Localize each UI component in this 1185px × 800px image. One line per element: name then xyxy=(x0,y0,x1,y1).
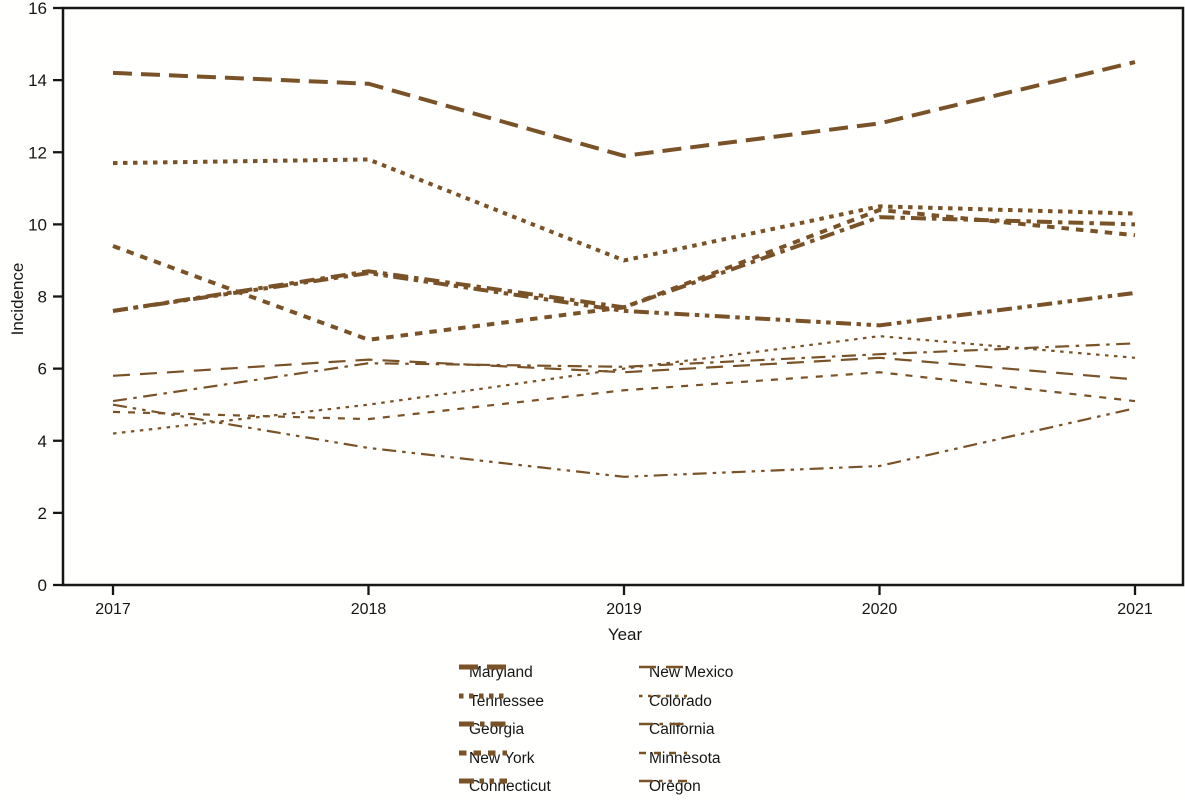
x-tick-label: 2017 xyxy=(95,601,131,618)
legend-label: Colorado xyxy=(649,692,712,710)
legend-item-maryland: Maryland xyxy=(458,660,533,686)
legend-item-colorado: Colorado xyxy=(638,689,712,715)
series-line-new-york xyxy=(112,207,1136,342)
x-tick-label: 2018 xyxy=(351,601,387,618)
legend-item-connecticut: Connecticut xyxy=(458,774,551,800)
y-tick-label: 8 xyxy=(38,288,47,307)
legend-line-sample xyxy=(639,751,687,755)
series-line-colorado xyxy=(112,335,1136,435)
legend-item-oregon: Oregon xyxy=(638,774,701,800)
y-tick-label: 0 xyxy=(38,576,47,595)
y-tick-label: 2 xyxy=(38,504,47,523)
series-line-georgia xyxy=(112,215,1136,313)
legend-item-new-york: New York xyxy=(458,746,534,772)
series-line-oregon xyxy=(112,403,1136,478)
legend-label: Minnesota xyxy=(649,749,721,767)
legend-line-sample xyxy=(459,750,507,756)
chart-legend: Maryland Tennessee Georgia New York Connecti… xyxy=(0,656,1185,800)
legend-label: Tennessee xyxy=(469,692,544,710)
legend-label: New York xyxy=(469,749,535,767)
legend-line-sample xyxy=(639,722,687,726)
legend-label: California xyxy=(649,721,715,739)
legend-item-georgia: Georgia xyxy=(458,717,524,743)
series-line-california xyxy=(112,342,1136,403)
legend-item-california: California xyxy=(638,717,714,743)
series-line-connecticut xyxy=(112,271,1136,328)
legend-line-sample xyxy=(459,721,507,727)
legend-line-sample xyxy=(639,665,687,669)
series-line-maryland xyxy=(112,60,1136,158)
legend-label: Maryland xyxy=(469,664,533,681)
x-tick-label: 2021 xyxy=(1117,601,1153,618)
legend-item-minnesota: Minnesota xyxy=(638,746,721,772)
y-tick-label: 4 xyxy=(38,432,47,451)
y-tick-label: 10 xyxy=(28,215,47,234)
y-tick-label: 12 xyxy=(28,143,47,162)
x-tick-label: 2019 xyxy=(606,601,642,618)
legend-line-sample xyxy=(459,693,507,699)
series-line-tennessee xyxy=(112,157,1136,263)
legend-item-tennessee: Tennessee xyxy=(458,689,544,715)
series-line-new-mexico xyxy=(112,356,1136,381)
legend-line-sample xyxy=(639,780,687,783)
x-tick-label: 2020 xyxy=(862,601,898,618)
legend-label: Connecticut xyxy=(469,778,551,796)
legend-line-sample xyxy=(459,664,507,670)
y-axis-title: Incidence xyxy=(8,262,27,336)
legend-line-sample xyxy=(639,694,687,697)
legend-item-new-mexico: New Mexico xyxy=(638,660,733,686)
plot-frame xyxy=(61,6,1185,587)
series-line-minnesota xyxy=(112,371,1136,421)
legend-line-sample xyxy=(459,778,507,784)
x-axis-title: Year xyxy=(607,625,643,644)
y-tick-label: 14 xyxy=(28,71,47,90)
y-tick-label: 16 xyxy=(28,0,47,18)
y-tick-label: 6 xyxy=(38,360,47,379)
